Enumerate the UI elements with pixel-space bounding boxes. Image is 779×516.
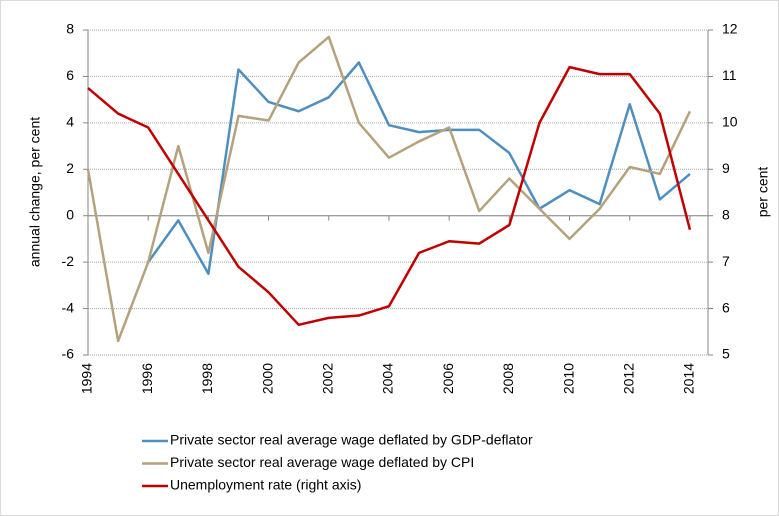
series-line	[147, 61, 691, 275]
x-tick-label: 2004	[380, 363, 396, 394]
y-axis-title: annual change, per cent	[27, 117, 43, 267]
x-tick-label: 2002	[319, 363, 335, 394]
y-tick-label: 6	[66, 67, 74, 83]
x-tick-label: 2012	[620, 363, 636, 394]
series-line	[87, 65, 692, 327]
x-tick-label: 2006	[440, 363, 456, 394]
y-tick-label: 2	[66, 160, 74, 176]
y2-tick-label: 7	[722, 253, 730, 269]
y2-tick-label: 8	[722, 206, 730, 222]
y-tick-label: 4	[66, 114, 74, 130]
y-tick-label: 0	[66, 206, 74, 222]
x-tick-label: 1994	[79, 363, 95, 394]
y2-tick-label: 5	[722, 346, 730, 362]
x-tick-label: 2008	[500, 363, 516, 394]
x-tick-label: 1998	[199, 363, 215, 394]
y2-tick-label: 9	[722, 160, 730, 176]
y2-tick-label: 12	[722, 21, 738, 37]
legend-label: Private sector real average wage deflate…	[170, 454, 474, 470]
legend-label: Private sector real average wage deflate…	[170, 432, 533, 448]
x-tick-label: 2000	[259, 363, 275, 394]
x-tick-label: 2010	[560, 363, 576, 394]
series-line	[86, 35, 692, 343]
x-tick-label: 2014	[681, 363, 697, 394]
y2-tick-label: 11	[722, 67, 737, 83]
y2-tick-label: 10	[722, 114, 738, 130]
legend-label: Unemployment rate (right axis)	[170, 477, 361, 493]
x-tick-label: 1996	[139, 363, 155, 394]
y2-axis-title: per cent	[755, 167, 771, 218]
y-tick-label: -4	[62, 299, 75, 315]
y2-tick-label: 6	[722, 299, 730, 315]
y-tick-label: -2	[62, 253, 75, 269]
y-tick-label: 8	[66, 21, 74, 37]
y-tick-label: -6	[62, 346, 75, 362]
